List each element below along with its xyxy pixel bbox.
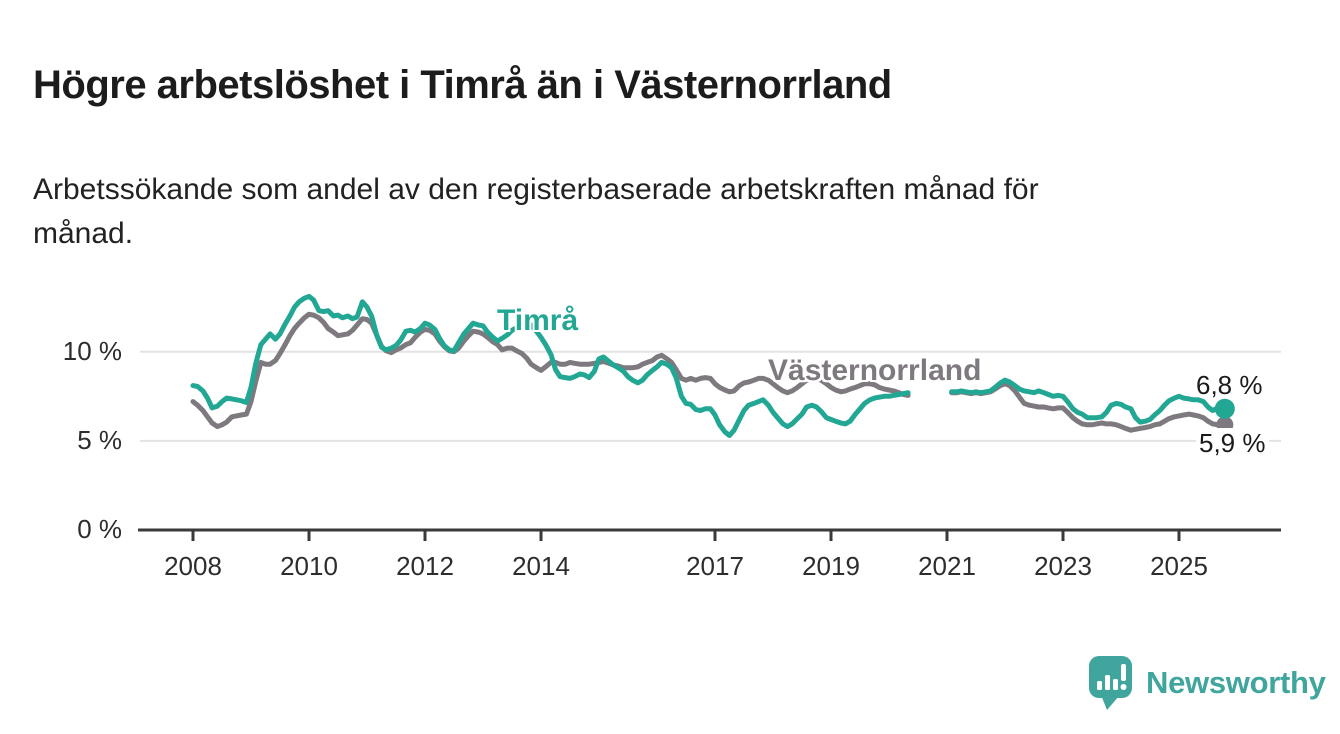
x-axis-label: 2019 bbox=[802, 551, 860, 581]
newsworthy-wordmark: Newsworthy bbox=[1146, 665, 1326, 700]
newsworthy-logo-icon bbox=[1089, 656, 1132, 710]
y-axis-label: 5 % bbox=[77, 424, 122, 455]
x-axis-label: 2017 bbox=[686, 551, 744, 581]
newsworthy-logo: Newsworthy bbox=[1088, 655, 1326, 711]
x-axis-label: 2021 bbox=[918, 551, 976, 581]
x-axis-label: 2025 bbox=[1150, 551, 1208, 581]
y-axis-label: 0 % bbox=[77, 514, 122, 544]
x-axis-label: 2023 bbox=[1034, 551, 1092, 581]
series-label-timra: Timrå bbox=[497, 304, 579, 337]
chart-subtitle: Arbetssökande som andel av den registerb… bbox=[33, 168, 1039, 256]
end-value-label-timra: 6,8 % bbox=[1196, 370, 1263, 400]
end-value-label-vasternorrland: 5,9 % bbox=[1196, 428, 1269, 459]
timra-end-dot bbox=[1214, 398, 1235, 419]
x-axis-label: 2010 bbox=[280, 551, 338, 581]
series-label-vasternorrland: Västernorrland bbox=[768, 354, 982, 387]
subtitle-line-1: Arbetssökande som andel av den registerb… bbox=[33, 173, 1039, 206]
x-axis-label: 2008 bbox=[164, 551, 222, 581]
timra-line bbox=[949, 377, 1228, 425]
x-axis-label: 2012 bbox=[396, 551, 454, 581]
page-title: Högre arbetslöshet i Timrå än i Västerno… bbox=[33, 62, 892, 107]
subtitle-line-2: månad. bbox=[33, 217, 134, 250]
x-axis-label: 2014 bbox=[512, 551, 570, 581]
y-axis-label: 10 % bbox=[62, 335, 122, 366]
timra-line bbox=[190, 293, 911, 438]
